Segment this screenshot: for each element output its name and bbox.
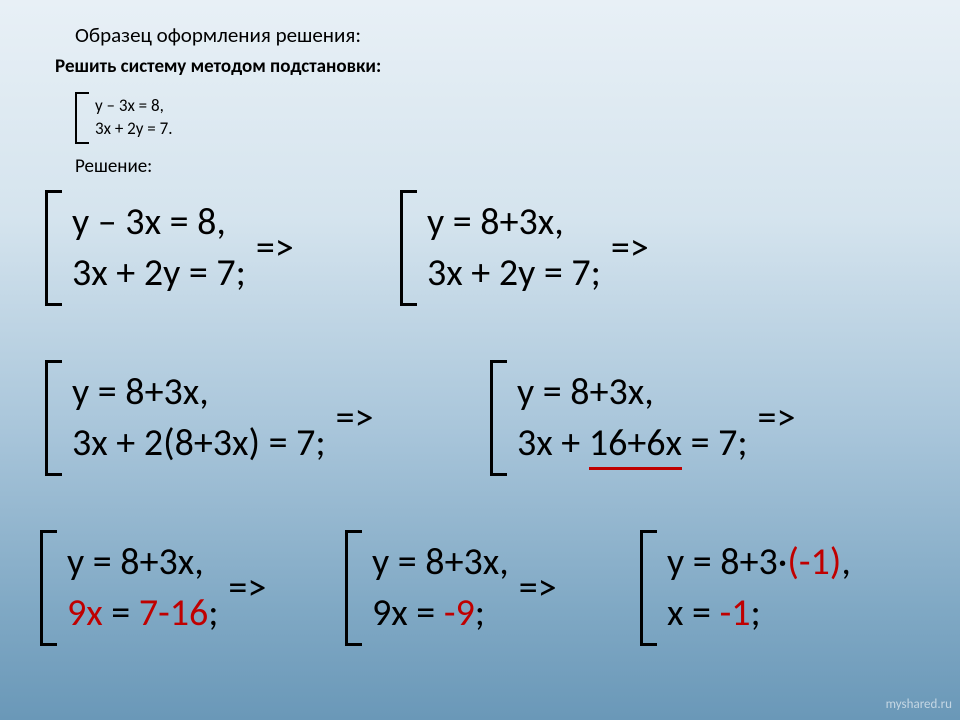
step-7: у = 8+3·(-1), х = -1;	[640, 530, 851, 646]
eq-text: у = 8+3х,	[372, 537, 509, 588]
task-heading: Решить систему методом подстановки:	[55, 55, 381, 78]
example-heading: Образец оформления решения:	[75, 22, 361, 48]
given-eq1: у – 3х = 8,	[95, 95, 164, 116]
given-brace	[75, 92, 89, 144]
arrow-icon: =>	[611, 225, 649, 271]
eq-text: у = 8+3·(-1),	[667, 537, 851, 588]
brace-icon	[40, 530, 57, 646]
eq-text: 3х + 16+6х = 7;	[517, 418, 748, 469]
eq-text: у = 8+3х,	[517, 367, 748, 418]
eq-text: у – 3х = 8,	[72, 197, 246, 248]
arrow-icon: =>	[256, 225, 294, 271]
eq-text: х = -1;	[667, 588, 851, 639]
brace-icon	[490, 360, 507, 476]
arrow-icon: =>	[519, 565, 557, 611]
brace-icon	[45, 190, 62, 306]
step-1: у – 3х = 8, 3х + 2у = 7; =>	[45, 190, 294, 306]
eq-text: 9х = 7-16;	[67, 588, 218, 639]
arrow-icon: =>	[228, 565, 266, 611]
arrow-icon: =>	[758, 395, 796, 441]
step-4: у = 8+3х, 3х + 16+6х = 7; =>	[490, 360, 795, 476]
step-5: у = 8+3х, 9х = 7-16; =>	[40, 530, 266, 646]
eq-text: у = 8+3х,	[67, 537, 218, 588]
brace-icon	[640, 530, 657, 646]
arrow-icon: =>	[336, 395, 374, 441]
eq-text: 3х + 2у = 7;	[427, 248, 601, 299]
eq-text: у = 8+3х,	[72, 367, 326, 418]
step-2: у = 8+3х, 3х + 2у = 7; =>	[400, 190, 649, 306]
given-eq2: 3х + 2у = 7.	[95, 118, 173, 139]
step-3: у = 8+3х, 3х + 2(8+3х) = 7; =>	[45, 360, 373, 476]
brace-icon	[45, 360, 62, 476]
eq-text: 3х + 2у = 7;	[72, 248, 246, 299]
eq-text: у = 8+3х,	[427, 197, 601, 248]
brace-icon	[400, 190, 417, 306]
solution-label: Решение:	[75, 155, 152, 178]
step-6: у = 8+3х, 9х = -9; =>	[345, 530, 557, 646]
watermark: myshared.ru	[886, 697, 952, 712]
eq-text: 3х + 2(8+3х) = 7;	[72, 418, 326, 469]
brace-icon	[345, 530, 362, 646]
eq-text: 9х = -9;	[372, 588, 509, 639]
